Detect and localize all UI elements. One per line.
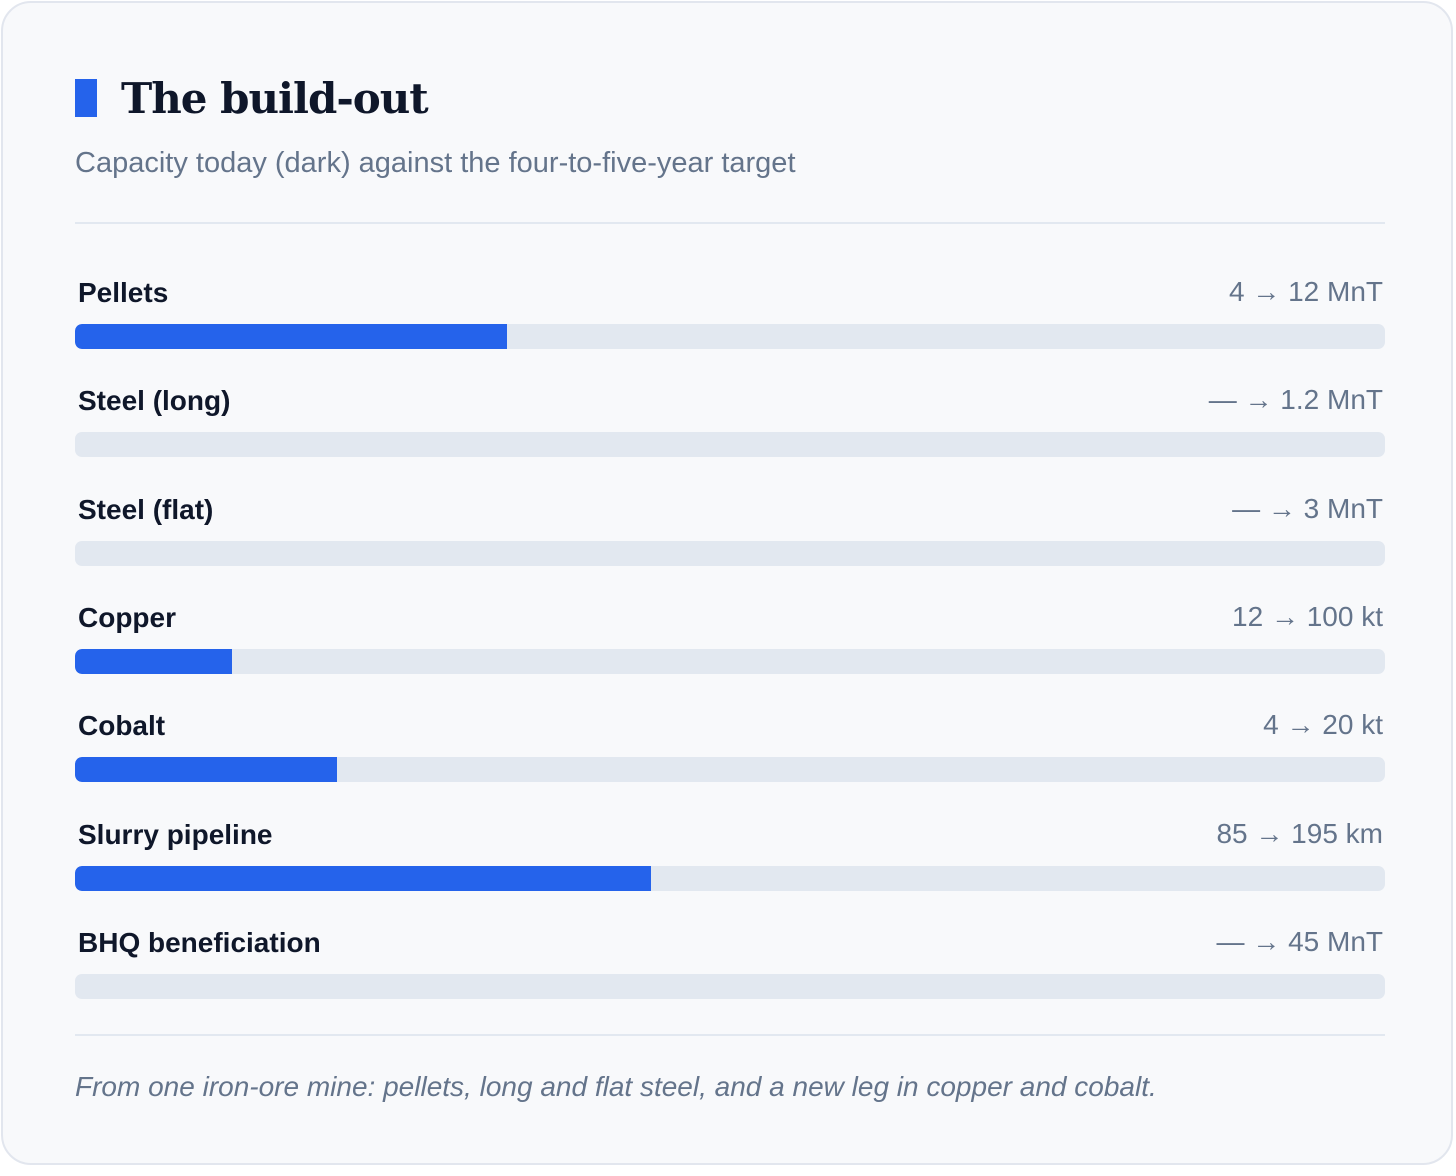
bar-track <box>75 324 1385 349</box>
bar-row: Steel (flat) — → 3 MnT <box>75 490 1385 570</box>
bar-category-label: Steel (long) <box>78 385 231 417</box>
bar-value-label: — → 45 MnT <box>1216 925 1383 957</box>
bar-value-label: 4 → 12 MnT <box>1228 276 1383 307</box>
bar-value-label: 12 → 100 kt <box>1232 600 1383 632</box>
bar-category-label: Cobalt <box>78 710 166 742</box>
title-accent-marker <box>75 79 97 117</box>
bar-value-label: 4 → 20 kt <box>1263 709 1383 741</box>
bar-fill <box>75 648 233 674</box>
title-row: The build-out <box>75 73 429 123</box>
bar-row: Pellets 4 → 12 MnT <box>75 273 1385 353</box>
bar-track <box>75 540 1385 566</box>
bar-category-label: BHQ beneficiation <box>78 926 321 958</box>
bar-track <box>75 648 1385 674</box>
bar-fill <box>75 757 337 783</box>
bar-row: Steel (long) — → 1.2 MnT <box>75 381 1385 461</box>
bar-fill <box>75 865 652 891</box>
bar-value-label: — → 3 MnT <box>1232 492 1383 524</box>
bar-track <box>75 973 1385 999</box>
bar-value-label: — → 1.2 MnT <box>1208 384 1383 416</box>
card-footnote: From one iron-ore mine: pellets, long an… <box>75 1071 1157 1102</box>
bar-category-label: Slurry pipeline <box>78 818 273 850</box>
bar-track <box>75 757 1385 783</box>
bar-category-label: Pellets <box>78 277 169 308</box>
card-title: The build-out <box>121 73 429 123</box>
bottom-divider <box>75 1034 1385 1036</box>
bar-category-label: Copper <box>78 601 176 633</box>
bar-fill <box>75 324 508 349</box>
bar-row: Slurry pipeline 85 → 195 km <box>75 815 1385 895</box>
bar-track <box>75 865 1385 891</box>
bar-row: Cobalt 4 → 20 kt <box>75 706 1385 786</box>
top-divider <box>75 222 1385 224</box>
bar-track <box>75 432 1385 458</box>
bar-value-label: 85 → 195 km <box>1216 817 1383 849</box>
card-subtitle: Capacity today (dark) against the four-t… <box>75 147 796 179</box>
bar-category-label: Steel (flat) <box>78 493 214 525</box>
bar-row: Copper 12 → 100 kt <box>75 598 1385 678</box>
bar-row: BHQ beneficiation — → 45 MnT <box>75 923 1385 1003</box>
